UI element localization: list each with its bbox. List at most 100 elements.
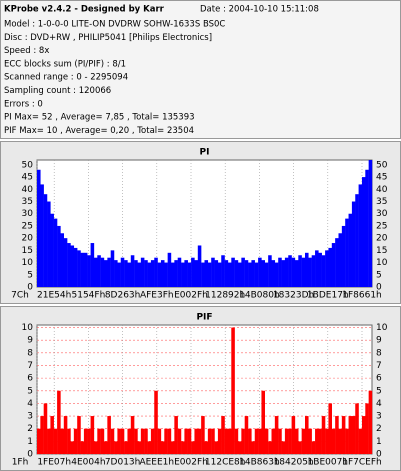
bar	[177, 257, 182, 287]
bar	[231, 257, 235, 287]
bar	[90, 243, 95, 287]
bar	[315, 428, 319, 454]
bar	[157, 428, 162, 454]
bar	[241, 428, 245, 454]
bar	[57, 225, 61, 287]
bar	[211, 428, 215, 454]
y2-tick-label: 5	[376, 386, 382, 396]
bar	[348, 416, 353, 454]
bar	[60, 428, 64, 454]
bar	[248, 428, 252, 454]
bar	[174, 260, 178, 287]
bar	[110, 250, 115, 287]
bar	[53, 218, 58, 287]
bar	[80, 441, 85, 454]
bar	[83, 428, 88, 454]
bar	[278, 257, 282, 287]
bar	[80, 252, 85, 287]
x-tick-label: 112892h	[205, 291, 245, 301]
y-tick-label: 30	[22, 209, 34, 219]
bar	[348, 213, 353, 287]
x-tick-label: 1Fh	[12, 458, 29, 468]
y2-tick-label: 15	[376, 246, 387, 256]
y2-tick-label: 0	[376, 283, 382, 293]
bar	[164, 262, 168, 287]
x-tick-label: 1BDE17h	[307, 291, 349, 301]
bar	[234, 260, 239, 287]
bar	[140, 257, 145, 287]
x-tick-label: E002Fh	[174, 291, 208, 301]
y-tick-label: 50	[22, 160, 34, 170]
bar	[221, 416, 225, 454]
bar	[365, 169, 369, 287]
bar	[221, 255, 225, 287]
bar	[311, 441, 316, 454]
bar	[268, 255, 272, 287]
bar	[114, 260, 118, 287]
bar	[114, 441, 118, 454]
x-tick-label: 4E004h	[71, 458, 105, 468]
bar	[308, 257, 312, 287]
info-line: PIF Max= 10 , Average= 0,20 , Total= 235…	[4, 126, 194, 136]
y2-tick-label: 30	[376, 209, 388, 219]
bar	[301, 428, 306, 454]
info-line: Sampling count : 120066	[4, 86, 111, 96]
bar	[134, 260, 138, 287]
bar	[177, 428, 182, 454]
bar	[150, 428, 155, 454]
bar	[57, 390, 61, 454]
bar	[77, 416, 81, 454]
x-tick-label: 184205h	[274, 458, 314, 468]
bar	[214, 441, 219, 454]
bar	[120, 257, 125, 287]
bar	[147, 262, 152, 287]
x-tick-label: 5154Fh	[72, 291, 106, 301]
bar	[97, 428, 101, 454]
bar	[127, 428, 131, 454]
bar	[150, 260, 155, 287]
bar	[53, 428, 58, 454]
bar	[227, 262, 232, 287]
bar	[124, 441, 128, 454]
bar	[40, 184, 44, 287]
bar	[281, 441, 286, 454]
bar	[335, 238, 339, 287]
bar	[110, 428, 115, 454]
y2-tick-label: 50	[376, 160, 388, 170]
bar	[321, 416, 326, 454]
bar	[271, 260, 276, 287]
bar	[67, 428, 71, 454]
y2-tick-label: 0	[376, 450, 382, 460]
bar	[154, 390, 158, 454]
bar	[144, 260, 148, 287]
x-tick-label: AFE3Fh	[140, 291, 174, 301]
bar	[187, 428, 192, 454]
bar	[331, 243, 336, 287]
bar	[204, 260, 209, 287]
bar	[137, 262, 142, 287]
x-tick-label: E002Fh	[174, 458, 208, 468]
bar	[73, 247, 78, 287]
bar	[191, 257, 195, 287]
bar	[137, 441, 142, 454]
y2-tick-label: 3	[376, 412, 382, 422]
bar	[361, 177, 366, 287]
bar	[187, 262, 192, 287]
bar	[224, 428, 229, 454]
bar	[167, 428, 172, 454]
bar	[244, 260, 249, 287]
bar	[291, 257, 296, 287]
x-tick-label: 112CE8h	[205, 458, 246, 468]
x-tick-label: 1BE007h	[308, 458, 348, 468]
bar	[254, 428, 259, 454]
bar	[67, 243, 71, 287]
bar	[171, 441, 175, 454]
y2-tick-label: 1	[376, 437, 382, 447]
bar	[37, 169, 41, 287]
bar	[50, 416, 54, 454]
bar	[117, 262, 121, 287]
bar	[107, 416, 111, 454]
info-panel	[0, 0, 401, 139]
bar	[234, 428, 239, 454]
